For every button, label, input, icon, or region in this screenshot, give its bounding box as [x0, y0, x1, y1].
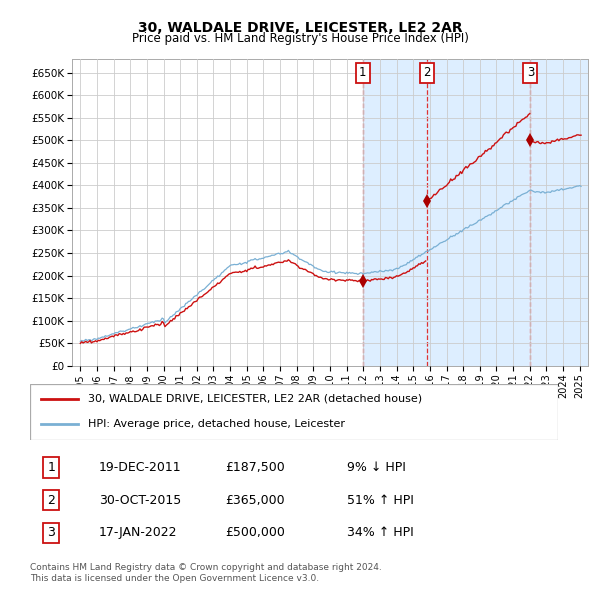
- Bar: [427, 59, 530, 366]
- Text: Price paid vs. HM Land Registry's House Price Index (HPI): Price paid vs. HM Land Registry's House …: [131, 32, 469, 45]
- Text: 34% ↑ HPI: 34% ↑ HPI: [347, 526, 413, 539]
- Bar: [362, 59, 427, 366]
- Text: £187,500: £187,500: [226, 461, 285, 474]
- Text: 3: 3: [527, 66, 534, 79]
- Text: Contains HM Land Registry data © Crown copyright and database right 2024.
This d: Contains HM Land Registry data © Crown c…: [30, 563, 382, 583]
- Text: £500,000: £500,000: [226, 526, 285, 539]
- Text: 9% ↓ HPI: 9% ↓ HPI: [347, 461, 406, 474]
- Text: 1: 1: [47, 461, 55, 474]
- Text: £365,000: £365,000: [226, 493, 285, 507]
- Text: HPI: Average price, detached house, Leicester: HPI: Average price, detached house, Leic…: [88, 419, 345, 430]
- Bar: [530, 59, 588, 366]
- Text: 30, WALDALE DRIVE, LEICESTER, LE2 2AR (detached house): 30, WALDALE DRIVE, LEICESTER, LE2 2AR (d…: [88, 394, 422, 404]
- Text: 51% ↑ HPI: 51% ↑ HPI: [347, 493, 413, 507]
- Text: 2: 2: [47, 493, 55, 507]
- Text: 19-DEC-2011: 19-DEC-2011: [98, 461, 181, 474]
- Text: 30, WALDALE DRIVE, LEICESTER, LE2 2AR: 30, WALDALE DRIVE, LEICESTER, LE2 2AR: [137, 21, 463, 35]
- FancyBboxPatch shape: [30, 384, 558, 440]
- Text: 17-JAN-2022: 17-JAN-2022: [98, 526, 177, 539]
- Text: 30-OCT-2015: 30-OCT-2015: [98, 493, 181, 507]
- Text: 1: 1: [359, 66, 367, 79]
- Text: 3: 3: [47, 526, 55, 539]
- Text: 2: 2: [423, 66, 431, 79]
